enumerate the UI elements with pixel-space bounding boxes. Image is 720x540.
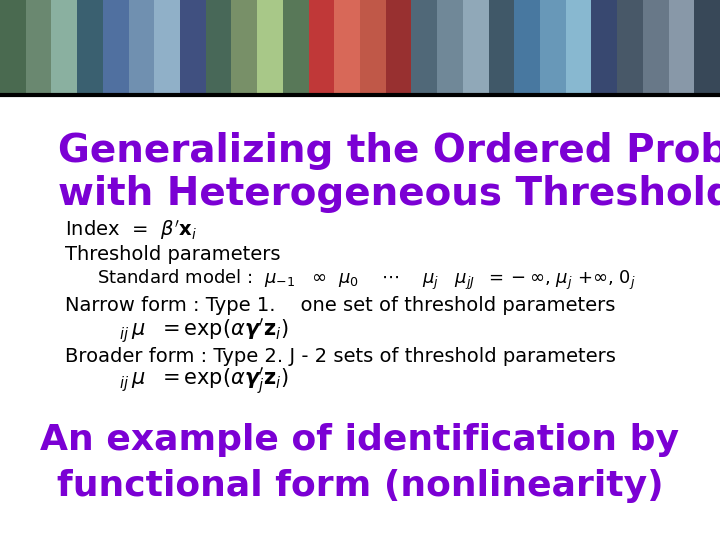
Bar <box>643 0 669 94</box>
Bar <box>257 0 283 94</box>
Bar <box>489 0 514 94</box>
Text: Narrow form : Type 1.    one set of threshold parameters: Narrow form : Type 1. one set of thresho… <box>65 295 615 315</box>
Bar <box>617 0 643 94</box>
Bar <box>694 0 720 94</box>
Bar <box>180 0 206 94</box>
Bar <box>77 0 103 94</box>
Bar <box>0 0 26 94</box>
Bar <box>206 0 231 94</box>
Bar <box>231 0 257 94</box>
Text: Broader form : Type 2. J - 2 sets of threshold parameters: Broader form : Type 2. J - 2 sets of thr… <box>65 347 616 366</box>
Text: Generalizing the Ordered Probit: Generalizing the Ordered Probit <box>58 132 720 170</box>
Bar <box>26 0 51 94</box>
Bar <box>154 0 180 94</box>
Bar <box>669 0 694 94</box>
Bar <box>360 0 386 94</box>
Text: functional form (nonlinearity): functional form (nonlinearity) <box>57 469 663 503</box>
Bar <box>129 0 154 94</box>
Text: Standard model :  $\mu_{-1}$   $\infty$  $\mu_0$    $\cdots$    $\mu_j$   $\mu_{: Standard model : $\mu_{-1}$ $\infty$ $\m… <box>97 268 636 292</box>
Bar <box>283 0 309 94</box>
Bar <box>591 0 617 94</box>
Bar <box>411 0 437 94</box>
Text: Threshold parameters: Threshold parameters <box>65 245 280 265</box>
Text: An example of identification by: An example of identification by <box>40 423 680 457</box>
Text: ${}_{ij}\,\mu\ \ = \mathrm{exp}(\alpha\boldsymbol{\gamma}^\prime\mathbf{z}_i)$: ${}_{ij}\,\mu\ \ = \mathrm{exp}(\alpha\b… <box>119 316 288 345</box>
Bar <box>437 0 463 94</box>
Bar <box>463 0 489 94</box>
Bar <box>51 0 77 94</box>
Bar <box>386 0 411 94</box>
Text: with Heterogeneous Thresholds: with Heterogeneous Thresholds <box>58 176 720 213</box>
Bar <box>540 0 566 94</box>
Bar <box>514 0 540 94</box>
Text: ${}_{ij}\,\mu\ \ = \mathrm{exp}(\alpha\boldsymbol{\gamma}_j^\prime\mathbf{z}_i)$: ${}_{ij}\,\mu\ \ = \mathrm{exp}(\alpha\b… <box>119 366 289 397</box>
Text: Index  =  $\beta'\mathbf{x}_i$: Index = $\beta'\mathbf{x}_i$ <box>65 218 197 241</box>
Bar <box>309 0 334 94</box>
Bar <box>334 0 360 94</box>
Bar <box>103 0 129 94</box>
Bar <box>566 0 591 94</box>
